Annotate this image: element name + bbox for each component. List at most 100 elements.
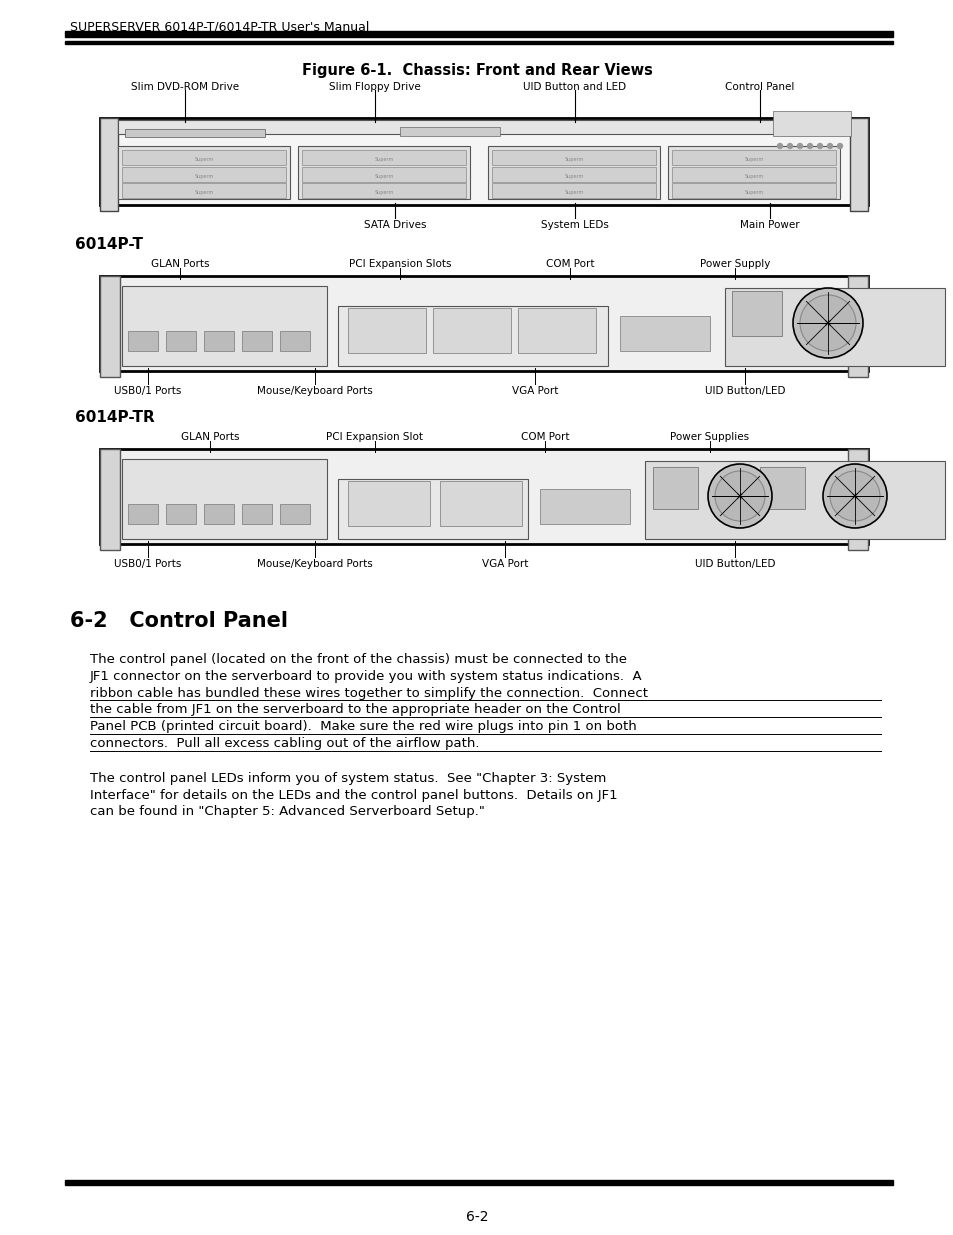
Text: PCI Expansion Slots: PCI Expansion Slots	[349, 259, 451, 269]
Circle shape	[817, 143, 821, 148]
Bar	[280, 331, 310, 351]
Text: Superm: Superm	[564, 174, 583, 179]
Bar	[280, 504, 310, 524]
Bar	[492, 183, 656, 199]
Bar	[337, 479, 527, 538]
Bar	[128, 504, 158, 524]
Bar	[122, 287, 327, 366]
Text: UID Button and LED: UID Button and LED	[523, 82, 626, 91]
Bar	[671, 149, 835, 165]
Bar	[302, 183, 465, 199]
Bar	[65, 41, 892, 44]
Text: Control Panel: Control Panel	[724, 82, 794, 91]
Circle shape	[792, 288, 862, 358]
Text: UID Button/LED: UID Button/LED	[704, 387, 784, 396]
Circle shape	[714, 471, 764, 521]
Bar	[166, 504, 195, 524]
Bar	[731, 291, 781, 336]
Bar	[100, 275, 120, 377]
Bar	[348, 480, 430, 526]
Text: USB0/1 Ports: USB0/1 Ports	[114, 559, 181, 569]
Bar	[118, 120, 849, 135]
Bar	[433, 308, 511, 353]
Bar	[128, 331, 158, 351]
Circle shape	[707, 464, 771, 529]
Text: Superm: Superm	[194, 190, 213, 195]
Bar	[539, 489, 629, 524]
Bar	[122, 183, 286, 199]
Circle shape	[837, 143, 841, 148]
Text: PCI Expansion Slot: PCI Expansion Slot	[326, 432, 423, 442]
Bar	[122, 459, 327, 538]
Bar	[204, 504, 233, 524]
Text: Superm: Superm	[564, 157, 583, 162]
Text: Superm: Superm	[374, 190, 394, 195]
Bar	[667, 146, 840, 199]
Bar	[337, 306, 607, 366]
Bar	[652, 467, 698, 509]
Bar	[399, 127, 499, 136]
Bar	[619, 316, 709, 351]
Bar	[760, 467, 804, 509]
Text: VGA Port: VGA Port	[481, 559, 528, 569]
Circle shape	[800, 295, 855, 351]
Bar	[65, 31, 892, 37]
Bar	[204, 331, 233, 351]
Bar	[166, 331, 195, 351]
Text: JF1 connector on the serverboard to provide you with system status indications. : JF1 connector on the serverboard to prov…	[90, 669, 642, 683]
Text: Superm: Superm	[374, 174, 394, 179]
Text: Power Supplies: Power Supplies	[670, 432, 749, 442]
Text: Superm: Superm	[743, 157, 762, 162]
Circle shape	[822, 464, 886, 529]
Text: System LEDs: System LEDs	[540, 220, 608, 230]
Bar	[439, 480, 521, 526]
Bar	[348, 308, 426, 353]
Circle shape	[786, 143, 792, 148]
Text: 6014P-T: 6014P-T	[75, 237, 143, 252]
Circle shape	[777, 143, 781, 148]
Bar	[847, 450, 867, 550]
Bar	[671, 183, 835, 199]
Text: Superm: Superm	[743, 174, 762, 179]
Text: Mouse/Keyboard Ports: Mouse/Keyboard Ports	[257, 387, 373, 396]
Bar	[118, 146, 290, 199]
Circle shape	[797, 143, 801, 148]
Text: COM Port: COM Port	[520, 432, 569, 442]
Bar	[242, 504, 272, 524]
Text: Superm: Superm	[374, 157, 394, 162]
Text: COM Port: COM Port	[545, 259, 594, 269]
Bar	[302, 167, 465, 182]
Text: GLAN Ports: GLAN Ports	[151, 259, 209, 269]
Text: Slim Floppy Drive: Slim Floppy Drive	[329, 82, 420, 91]
Bar	[122, 167, 286, 182]
Text: Superm: Superm	[194, 157, 213, 162]
Bar	[100, 275, 867, 370]
Bar	[492, 167, 656, 182]
Text: Superm: Superm	[564, 190, 583, 195]
Bar	[644, 461, 944, 538]
Text: the cable from JF1 on the serverboard to the appropriate header on the Control: the cable from JF1 on the serverboard to…	[90, 704, 620, 716]
Text: ribbon cable has bundled these wires together to simplify the connection.  Conne: ribbon cable has bundled these wires tog…	[90, 687, 647, 699]
Text: Figure 6-1.  Chassis: Front and Rear Views: Figure 6-1. Chassis: Front and Rear View…	[301, 63, 652, 78]
Text: Main Power: Main Power	[740, 220, 799, 230]
Bar	[724, 288, 944, 366]
Text: 6-2: 6-2	[465, 1210, 488, 1224]
Text: connectors.  Pull all excess cabling out of the airflow path.: connectors. Pull all excess cabling out …	[90, 737, 479, 750]
Bar	[122, 149, 286, 165]
Bar	[849, 119, 867, 211]
Text: Superm: Superm	[743, 190, 762, 195]
Text: Panel PCB (printed circuit board).  Make sure the red wire plugs into pin 1 on b: Panel PCB (printed circuit board). Make …	[90, 720, 636, 734]
Text: UID Button/LED: UID Button/LED	[694, 559, 775, 569]
Bar	[65, 1179, 892, 1186]
Bar	[100, 450, 867, 543]
Bar	[100, 119, 867, 205]
Bar	[492, 149, 656, 165]
Bar	[488, 146, 659, 199]
Text: 6014P-TR: 6014P-TR	[75, 410, 154, 425]
Text: USB0/1 Ports: USB0/1 Ports	[114, 387, 181, 396]
Text: Interface" for details on the LEDs and the control panel buttons.  Details on JF: Interface" for details on the LEDs and t…	[90, 789, 617, 802]
Bar	[242, 331, 272, 351]
Circle shape	[826, 143, 832, 148]
Bar	[517, 308, 596, 353]
Text: SATA Drives: SATA Drives	[363, 220, 426, 230]
